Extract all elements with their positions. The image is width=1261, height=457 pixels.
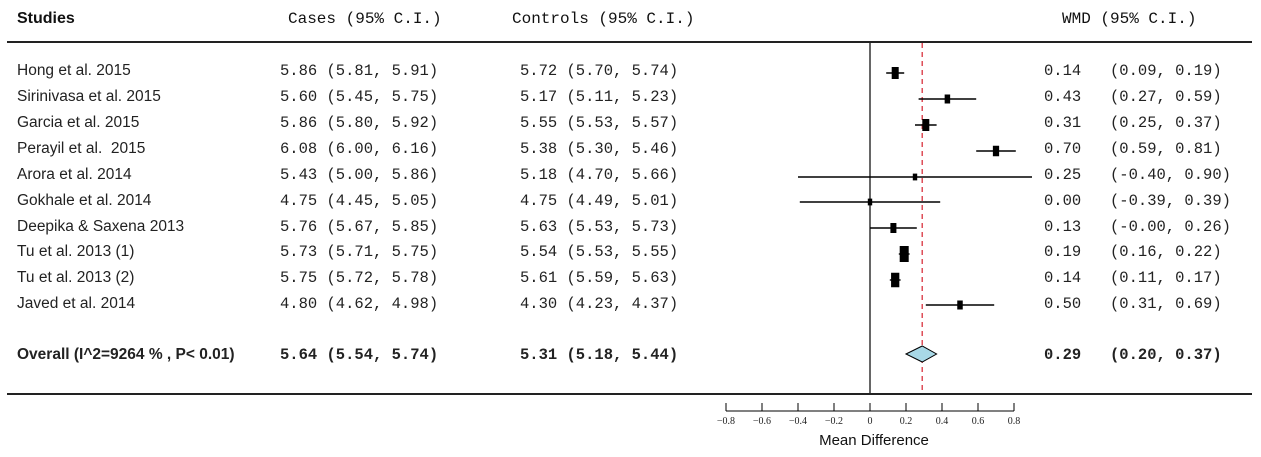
study-cases: 5.43 (5.00, 5.86) [280, 166, 439, 184]
study-wmd-ci: (0.59, 0.81) [1110, 140, 1222, 158]
x-tick-label: 0.6 [972, 416, 985, 427]
study-name: Tu et al. 2013 (1) [17, 243, 135, 260]
x-tick-label: 0.4 [936, 416, 949, 427]
study-controls: 5.61 (5.59, 5.63) [520, 269, 679, 287]
study-controls: 5.54 (5.53, 5.55) [520, 243, 679, 261]
study-wmd-ci: (0.09, 0.19) [1110, 62, 1222, 80]
study-controls: 5.63 (5.53, 5.73) [520, 218, 679, 236]
study-name: Arora et al. 2014 [17, 166, 132, 183]
x-tick-label: −0.4 [789, 416, 807, 427]
x-tick-label: 0.2 [900, 416, 913, 427]
study-wmd-ci: (0.27, 0.59) [1110, 88, 1222, 106]
overall-label: Overall (I^2=9264 % , P< 0.01) [17, 346, 235, 363]
x-tick-label: −0.6 [753, 416, 771, 427]
study-wmd: 0.31 [1044, 114, 1082, 132]
study-point-box [899, 246, 909, 262]
study-controls: 4.30 (4.23, 4.37) [520, 295, 679, 313]
study-wmd: 0.50 [1044, 295, 1082, 313]
study-point-box [912, 173, 918, 181]
study-wmd-ci: (-0.00, 0.26) [1110, 218, 1231, 236]
study-controls: 5.72 (5.70, 5.74) [520, 62, 679, 80]
study-wmd-ci: (0.16, 0.22) [1110, 243, 1222, 261]
study-name: Tu et al. 2013 (2) [17, 269, 135, 286]
study-point-box [890, 223, 897, 233]
study-wmd-ci: (0.25, 0.37) [1110, 114, 1222, 132]
study-controls: 4.75 (4.49, 5.01) [520, 192, 679, 210]
x-tick-label: −0.8 [717, 416, 735, 427]
study-cases: 4.75 (4.45, 5.05) [280, 192, 439, 210]
study-name: Sirinivasa et al. 2015 [17, 88, 161, 105]
study-cases: 5.60 (5.45, 5.75) [280, 88, 439, 106]
x-tick-label: 0 [868, 416, 873, 427]
x-tick-label: 0.8 [1008, 416, 1021, 427]
study-wmd: 0.14 [1044, 269, 1082, 287]
study-cases: 5.73 (5.71, 5.75) [280, 243, 439, 261]
overall-diamond [904, 345, 938, 363]
overall-wmd: 0.29 [1044, 346, 1082, 364]
study-point-box [922, 119, 930, 131]
study-wmd-ci: (-0.40, 0.90) [1110, 166, 1231, 184]
controls-header: Controls (95% C.I.) [512, 10, 695, 28]
study-wmd: 0.43 [1044, 88, 1082, 106]
study-controls: 5.38 (5.30, 5.46) [520, 140, 679, 158]
overall-wmd-ci: (0.20, 0.37) [1110, 346, 1222, 364]
study-name: Deepika & Saxena 2013 [17, 218, 185, 235]
study-name: Hong et al. 2015 [17, 62, 131, 79]
cases-header: Cases (95% C.I.) [288, 10, 442, 28]
x-tick-label: −0.2 [825, 416, 843, 427]
study-point-box [867, 198, 873, 206]
study-wmd-ci: (0.11, 0.17) [1110, 269, 1222, 287]
study-point-box [891, 272, 900, 288]
study-point-box [944, 94, 951, 104]
study-controls: 5.55 (5.53, 5.57) [520, 114, 679, 132]
study-wmd-ci: (-0.39, 0.39) [1110, 192, 1231, 210]
study-controls: 5.18 (4.70, 5.66) [520, 166, 679, 184]
study-wmd: 0.19 [1044, 243, 1082, 261]
study-name: Garcia et al. 2015 [17, 114, 140, 131]
study-point-box [891, 67, 899, 79]
study-controls: 5.17 (5.11, 5.23) [520, 88, 679, 106]
study-point-box [957, 300, 963, 310]
study-cases: 5.76 (5.67, 5.85) [280, 218, 439, 236]
study-cases: 6.08 (6.00, 6.16) [280, 140, 439, 158]
footer-rule [7, 393, 1252, 395]
study-cases: 5.86 (5.81, 5.91) [280, 62, 439, 80]
study-name: Javed et al. 2014 [17, 295, 136, 312]
wmd-header: WMD (95% C.I.) [1062, 10, 1197, 28]
study-cases: 4.80 (4.62, 4.98) [280, 295, 439, 313]
study-name: Perayil et al. 2015 [17, 140, 146, 157]
study-cases: 5.75 (5.72, 5.78) [280, 269, 439, 287]
study-wmd: 0.70 [1044, 140, 1082, 158]
header-rule [7, 41, 1252, 43]
overall-controls: 5.31 (5.18, 5.44) [520, 346, 679, 364]
study-wmd: 0.13 [1044, 218, 1082, 236]
study-cases: 5.86 (5.80, 5.92) [280, 114, 439, 132]
overall-cases: 5.64 (5.54, 5.74) [280, 346, 439, 364]
study-name: Gokhale et al. 2014 [17, 192, 152, 209]
x-axis-title: Mean Difference [819, 432, 929, 449]
study-wmd: 0.14 [1044, 62, 1082, 80]
study-point-box [992, 145, 1000, 157]
study-wmd: 0.00 [1044, 192, 1082, 210]
study-wmd-ci: (0.31, 0.69) [1110, 295, 1222, 313]
study-wmd: 0.25 [1044, 166, 1082, 184]
studies-header: Studies [17, 10, 75, 27]
